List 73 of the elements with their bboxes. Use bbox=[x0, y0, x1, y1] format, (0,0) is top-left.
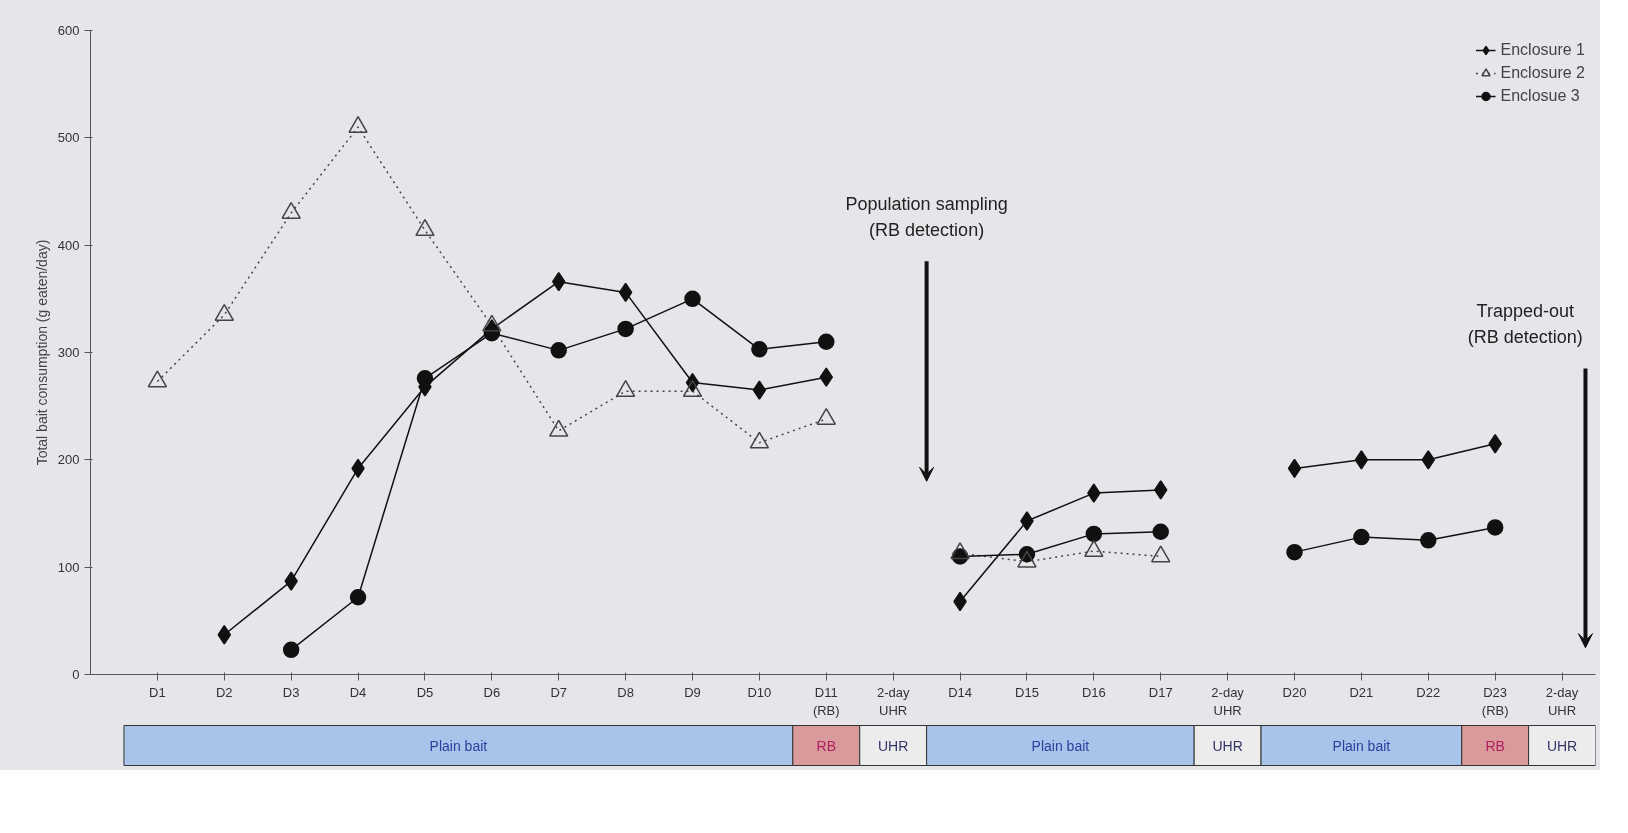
x-tick-label: D22 bbox=[1416, 684, 1441, 700]
y-axis-title: Total bait consumption (g eaten/day) bbox=[33, 239, 50, 466]
x-tick-label: D4 bbox=[349, 684, 367, 700]
text: RB bbox=[816, 737, 837, 754]
point bbox=[615, 380, 636, 398]
text: UHR bbox=[1212, 737, 1243, 754]
x-tick-label: D16 bbox=[1081, 684, 1106, 700]
x-tick-label: D7 bbox=[550, 684, 568, 700]
y-tick-label: 100 bbox=[57, 559, 80, 575]
point bbox=[618, 282, 633, 303]
x-tick-label: D23 (RB) bbox=[1481, 684, 1509, 718]
x-tick-label: D10 bbox=[747, 684, 772, 700]
point bbox=[684, 290, 701, 308]
point bbox=[1152, 523, 1169, 540]
x-tick-label: 2-day UHR bbox=[876, 684, 910, 718]
x-tick-label: D2 bbox=[215, 684, 233, 700]
y-tick-label: 0 bbox=[72, 667, 80, 682]
legend-label: Enclosure 1 bbox=[1500, 41, 1585, 59]
point bbox=[217, 625, 232, 645]
point bbox=[1421, 450, 1436, 470]
point bbox=[1286, 543, 1303, 561]
point bbox=[282, 641, 300, 659]
x-tick-label: D17 bbox=[1148, 684, 1173, 700]
point bbox=[1153, 480, 1168, 500]
point bbox=[348, 115, 368, 134]
point bbox=[416, 370, 434, 387]
point bbox=[1085, 525, 1103, 543]
point bbox=[752, 380, 767, 400]
point bbox=[1353, 528, 1370, 546]
x-tick-label: D1 bbox=[149, 684, 166, 700]
y-tick-label: 300 bbox=[57, 345, 80, 360]
x-tick-label: D20 bbox=[1282, 684, 1307, 700]
point bbox=[349, 588, 367, 606]
point bbox=[1087, 483, 1101, 503]
point bbox=[1354, 450, 1369, 470]
point bbox=[751, 341, 768, 358]
y-tick-label: 600 bbox=[57, 23, 80, 38]
x-tick-label: D8 bbox=[617, 684, 634, 700]
text: RB bbox=[1485, 737, 1505, 754]
x-tick-label: 2-day UHR bbox=[1545, 684, 1579, 718]
x-tick-label: D5 bbox=[416, 684, 434, 700]
point bbox=[1486, 519, 1504, 536]
point bbox=[1420, 532, 1437, 549]
legend-label: Enclosure 2 bbox=[1500, 64, 1585, 82]
point bbox=[551, 271, 566, 292]
y-tick-label: 400 bbox=[57, 237, 80, 253]
text: Plain bait bbox=[429, 737, 488, 754]
x-tick-label: D15 bbox=[1015, 684, 1039, 700]
text: UHR bbox=[1546, 737, 1578, 754]
y-tick-label: 200 bbox=[57, 452, 80, 468]
point bbox=[415, 219, 435, 237]
x-tick-label: D6 bbox=[483, 684, 501, 700]
text: Plain bait bbox=[1332, 737, 1391, 754]
point bbox=[284, 571, 298, 591]
point bbox=[1287, 458, 1302, 479]
point bbox=[1020, 511, 1034, 531]
point bbox=[550, 342, 567, 359]
x-tick-label: D9 bbox=[684, 684, 701, 700]
point bbox=[682, 380, 703, 398]
x-tick-label: D14 bbox=[948, 684, 972, 700]
y-tick-label: 500 bbox=[57, 130, 80, 146]
x-tick-label: D3 bbox=[282, 684, 300, 700]
legend-label: Enclosue 3 bbox=[1500, 87, 1580, 105]
point bbox=[818, 333, 835, 350]
x-tick-label: D11 (RB) bbox=[812, 684, 840, 718]
point bbox=[617, 320, 634, 338]
x-tick-label: D21 bbox=[1349, 684, 1374, 700]
text: UHR bbox=[878, 737, 909, 754]
text: Plain bait bbox=[1031, 737, 1090, 754]
x-tick-label: 2-day UHR bbox=[1211, 684, 1245, 718]
point bbox=[819, 367, 834, 387]
annotation: Trapped-out (RB detection) bbox=[1467, 301, 1583, 348]
annotation: Population sampling (RB detection) bbox=[845, 194, 1008, 240]
